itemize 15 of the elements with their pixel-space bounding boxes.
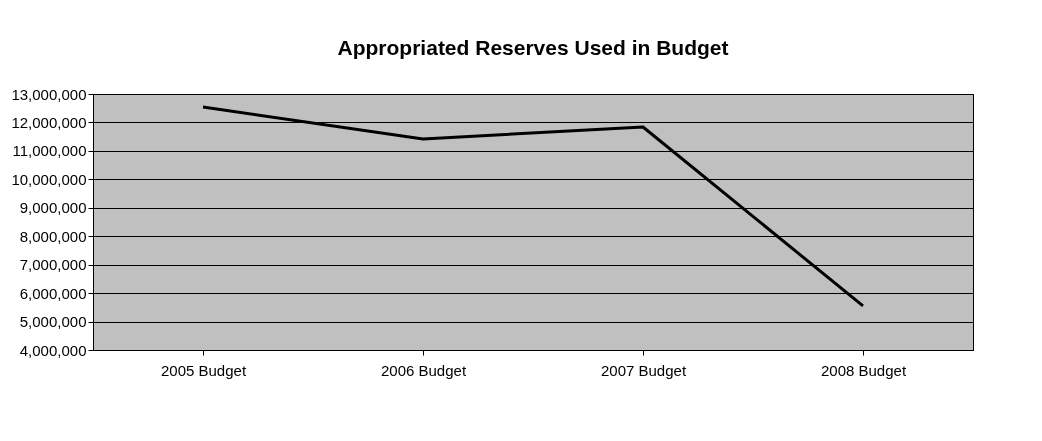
chart-title: Appropriated Reserves Used in Budget [337, 36, 729, 59]
y-tick-label: 4,000,000 [19, 341, 87, 359]
x-tick-label: 2008 Budget [820, 361, 907, 379]
x-tick-label: 2007 Budget [600, 361, 687, 379]
y-tick-label: 8,000,000 [19, 227, 87, 245]
y-tick-label: 13,000,000 [11, 85, 87, 103]
y-tick-label: 7,000,000 [19, 256, 87, 274]
x-tick-label: 2005 Budget [160, 361, 247, 379]
y-tick-label: 9,000,000 [19, 199, 87, 217]
y-tick-label: 12,000,000 [11, 113, 87, 131]
y-tick-label: 6,000,000 [19, 284, 87, 302]
y-tick-label: 10,000,000 [11, 170, 87, 188]
x-tick-label: 2006 Budget [380, 361, 467, 379]
y-tick-label: 11,000,000 [12, 142, 87, 160]
y-tick-label: 5,000,000 [19, 313, 87, 331]
